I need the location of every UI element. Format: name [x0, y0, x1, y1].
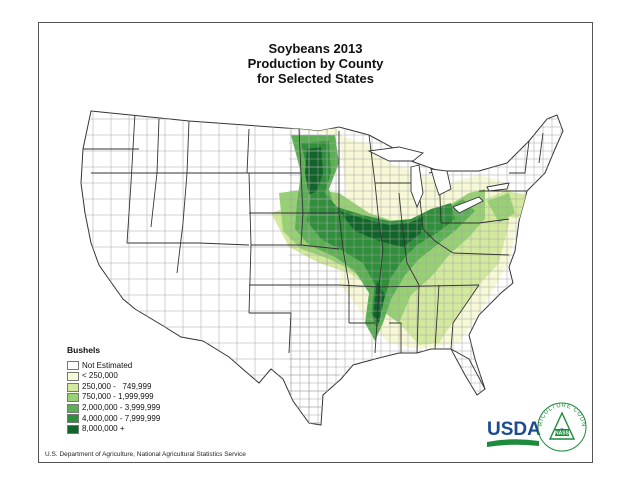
legend-label: 2,000,000 - 3,999,999: [82, 402, 161, 412]
lake-huron: [430, 168, 452, 196]
legend-swatch: [67, 382, 79, 392]
legend-item: 8,000,000 +: [67, 424, 160, 435]
lake-ontario: [486, 182, 510, 192]
usda-logo: USDA: [487, 419, 541, 447]
legend-swatch: [67, 361, 79, 371]
legend-swatch: [67, 403, 79, 413]
legend-swatch: [67, 371, 79, 381]
legend-label: 8,000,000 +: [82, 424, 125, 434]
legend-label: < 250,000: [82, 371, 118, 381]
legend-title: Bushels: [67, 345, 101, 355]
title-line-2: Production by County: [247, 56, 384, 71]
title-line-1: Soybeans 2013: [268, 41, 363, 56]
great-lakes: [367, 146, 510, 214]
usda-logo-swoosh: [487, 439, 539, 447]
map-frame: Soybeans 2013 Production by County for S…: [38, 22, 593, 463]
legend-item: < 250,000: [67, 371, 160, 382]
legend-item: 750,000 - 1,999,999: [67, 392, 160, 403]
map-title: Soybeans 2013 Production by County for S…: [39, 41, 592, 86]
agriculture-counts-seal-icon: NASS AGRICULTURE COUNTS: [536, 399, 587, 452]
title-line-3: for Selected States: [256, 71, 375, 86]
state-boundaries: [83, 112, 544, 354]
florida-peninsula: [450, 348, 486, 390]
legend-swatch: [67, 393, 79, 403]
map-legend: Bushels Not Estimated < 250,000 250,000 - …: [67, 345, 160, 435]
source-credit: U.S. Department of Agriculture, National…: [45, 451, 246, 458]
lake-erie: [452, 196, 484, 214]
us-county-map: [80, 110, 564, 426]
legend-label: 4,000,000 - 7,999,999: [82, 413, 161, 423]
legend-label: Not Estimated: [82, 360, 133, 370]
legend-swatch: [67, 414, 79, 424]
legend-item: 250,000 - 749,999: [67, 382, 160, 393]
legend-item: 4,000,000 - 7,999,999: [67, 414, 160, 425]
seal-center-text: NASS: [555, 431, 570, 437]
legend-item: 2,000,000 - 3,999,999: [67, 403, 160, 414]
usda-logo-text: USDA: [487, 419, 541, 440]
legend-label: 750,000 - 1,999,999: [82, 392, 154, 402]
legend-item: Not Estimated: [67, 361, 160, 372]
lake-michigan: [410, 164, 424, 209]
legend-label: 250,000 - 749,999: [82, 381, 152, 391]
lake-superior: [367, 146, 424, 162]
legend-swatch: [67, 424, 79, 434]
